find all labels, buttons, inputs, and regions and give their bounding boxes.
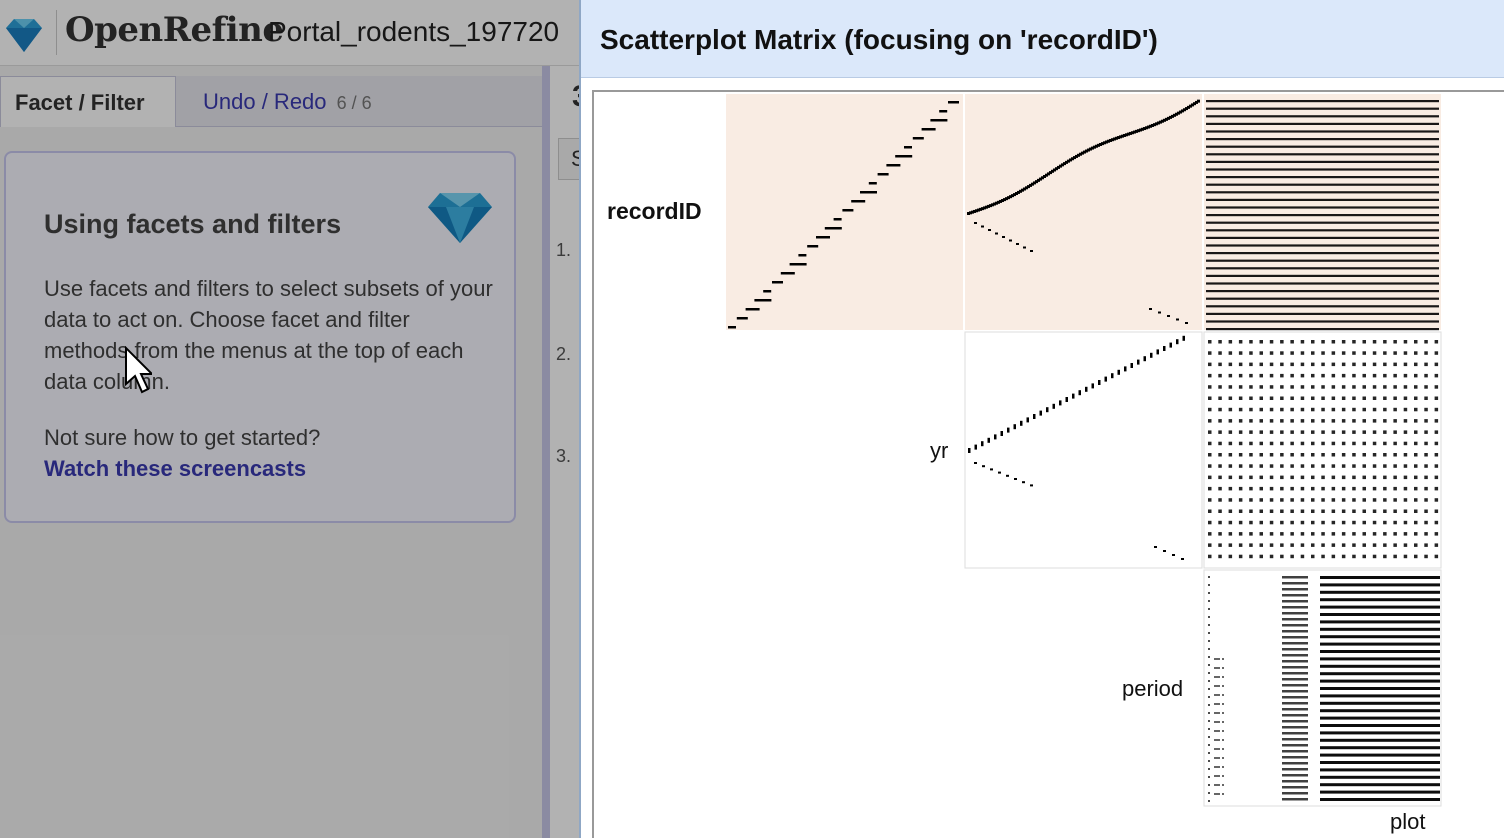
column-label-period: period bbox=[1122, 676, 1183, 701]
app-name[interactable]: OpenRefine bbox=[65, 10, 284, 50]
facet-help-panel: Using facets and filters Use facets and … bbox=[4, 151, 516, 523]
plot-recordID-vs-yr[interactable] bbox=[726, 94, 963, 330]
column-label-yr: yr bbox=[930, 438, 948, 463]
tab-facet-filter-label: Facet / Filter bbox=[15, 90, 145, 115]
help-question: Not sure how to get started? bbox=[44, 425, 321, 450]
row-number: 3. bbox=[556, 446, 572, 466]
tab-undo-redo-label: Undo / Redo bbox=[203, 89, 327, 114]
left-panel-tabs: Facet / Filter Undo / Redo 6 / 6 bbox=[0, 76, 542, 127]
help-text: Use facets and filters to select subsets… bbox=[44, 276, 493, 394]
row-number: 1. bbox=[556, 240, 572, 260]
dialog-header: Scatterplot Matrix (focusing on 'recordI… bbox=[581, 0, 1504, 78]
tab-facet-filter[interactable]: Facet / Filter bbox=[0, 76, 176, 127]
header-divider bbox=[56, 10, 57, 55]
tab-undo-redo[interactable]: Undo / Redo 6 / 6 bbox=[189, 76, 386, 126]
plot-recordID-vs-plot[interactable] bbox=[1204, 94, 1441, 331]
diamond-icon bbox=[428, 193, 492, 243]
screencasts-link[interactable]: Watch these screencasts bbox=[44, 456, 307, 481]
openrefine-diamond-logo-icon[interactable] bbox=[2, 16, 46, 56]
column-label-recordID: recordID bbox=[607, 198, 702, 224]
scatterplot-matrix-canvas: recordID yr period plot bbox=[607, 94, 1442, 834]
help-title: Using facets and filters bbox=[44, 209, 342, 239]
plot-period-vs-plot[interactable] bbox=[1203, 569, 1442, 807]
plot-recordID-vs-period[interactable] bbox=[965, 94, 1202, 330]
scatterplot-matrix-dialog: Scatterplot Matrix (focusing on 'recordI… bbox=[579, 0, 1504, 838]
plot-yr-vs-period[interactable] bbox=[964, 331, 1203, 569]
undo-redo-count: 6 / 6 bbox=[336, 93, 372, 113]
scatterplot-matrix: recordID yr period plot bbox=[592, 90, 1504, 838]
dialog-title: Scatterplot Matrix (focusing on 'recordI… bbox=[600, 24, 1158, 55]
left-panel: Facet / Filter Undo / Redo 6 / 6 Using f… bbox=[0, 66, 542, 838]
plot-yr-vs-plot[interactable] bbox=[1203, 331, 1442, 569]
project-name[interactable]: Portal_rodents_197720 bbox=[268, 16, 560, 47]
row-number: 2. bbox=[556, 344, 572, 364]
column-label-plot: plot bbox=[1390, 809, 1425, 834]
mouse-cursor-icon bbox=[125, 346, 152, 394]
